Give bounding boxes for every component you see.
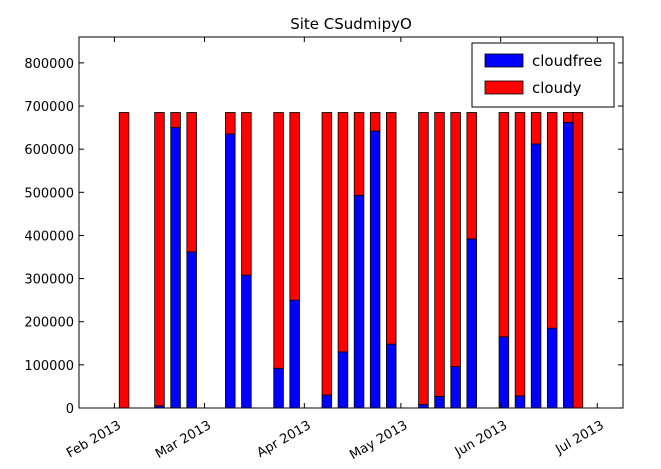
bar-cloudfree-2013-06-17 [546, 327, 558, 409]
bar-cloudfree-2013-04-28 [386, 343, 397, 409]
legend-swatch-cloudy [484, 80, 524, 95]
y-tick-label: 300000 [24, 273, 74, 288]
x-tick-label: Feb 2013 [64, 418, 124, 461]
bar-cloudfree-2013-05-08 [418, 404, 429, 409]
y-tick-label: 500000 [24, 186, 74, 201]
bar-cloudy-2013-05-13 [434, 112, 445, 397]
bar-cloudy-2013-05-08 [418, 112, 429, 405]
bar-cloudfree-2013-06-12 [530, 143, 542, 409]
y-tick-label: 600000 [24, 143, 74, 158]
bar-cloudy-2013-03-14 [241, 112, 252, 276]
x-tick-label: May 2013 [347, 418, 410, 463]
bar-cloudfree-2013-04-23 [369, 130, 381, 409]
bar-cloudfree-2013-02-20 [170, 127, 181, 409]
bar-cloudfree-2013-04-08 [321, 394, 333, 409]
bar-cloudy-2013-04-23 [369, 112, 381, 132]
x-tick-label: Jun 2013 [452, 418, 510, 460]
bar-cloudy-2013-02-15 [154, 112, 165, 407]
plot-area-frame [78, 36, 624, 409]
bar-cloudfree-2013-06-02 [498, 336, 510, 409]
y-tick-label: 200000 [24, 316, 74, 331]
bar-cloudfree-2013-04-18 [353, 194, 365, 409]
bar-cloudy-2013-04-18 [353, 112, 365, 196]
bar-cloudy-2013-06-02 [498, 112, 510, 338]
bar-cloudy-2013-04-08 [321, 112, 333, 396]
bar-cloudy-2013-02-25 [186, 112, 197, 253]
bar-cloudy-2013-05-23 [466, 112, 477, 240]
bar-cloudfree-2013-03-14 [241, 274, 252, 409]
x-tick-label: Mar 2013 [153, 418, 214, 462]
bar-cloudfree-2013-04-13 [337, 351, 349, 409]
bar-cloudy-2013-05-18 [450, 112, 461, 367]
bar-cloudy-2013-06-17 [546, 112, 558, 329]
x-tick-label: Apr 2013 [255, 418, 314, 461]
bar-cloudy-2013-06-25 [572, 112, 584, 409]
y-tick-label: 800000 [24, 57, 74, 72]
y-tick-label: 400000 [24, 229, 74, 244]
legend: cloudfree cloudy [471, 42, 615, 108]
bar-cloudfree-2013-03-24 [273, 367, 284, 409]
bar-cloudfree-2013-06-22 [563, 122, 574, 409]
y-tick-label: 100000 [24, 359, 74, 374]
y-axis: 0 100000 200000 300000 400000 500000 600000 700… [24, 57, 623, 417]
y-tick-label: 0 [66, 402, 74, 417]
bar-cloudy-2013-06-22 [563, 112, 574, 123]
bar-cloudy-2013-03-29 [289, 112, 300, 301]
bar-cloudy-2013-02-20 [170, 112, 181, 128]
bar-cloudfree-2013-05-23 [466, 238, 477, 409]
bar-cloudfree-2013-02-25 [186, 251, 197, 409]
bar-cloudfree-2013-05-13 [434, 395, 445, 409]
bars-group [118, 112, 584, 409]
bar-cloudfree-2013-05-18 [450, 366, 461, 409]
y-tick-label: 700000 [24, 100, 74, 115]
bar-cloudy-2013-03-24 [273, 112, 284, 369]
bar-cloudfree-2013-03-09 [225, 133, 236, 409]
legend-label-cloudy: cloudy [532, 79, 582, 97]
x-tick-label: Jul 2013 [552, 418, 606, 458]
bar-cloudy-2013-04-13 [337, 112, 349, 353]
legend-label-cloudfree: cloudfree [532, 52, 602, 70]
bar-cloudy-2013-03-09 [225, 112, 236, 135]
bar-cloudy-2013-06-07 [514, 112, 526, 397]
bar-cloudfree-2013-06-07 [514, 395, 526, 409]
bar-cloudy-2013-04-28 [386, 112, 397, 345]
chart-title: Site CSudmipyO [290, 15, 412, 33]
bar-cloudy-2013-06-12 [530, 112, 542, 145]
bar-cloudfree-2013-03-29 [289, 299, 300, 409]
bar-cloudy-2013-02-04 [118, 112, 130, 409]
legend-swatch-cloudfree [484, 53, 524, 68]
